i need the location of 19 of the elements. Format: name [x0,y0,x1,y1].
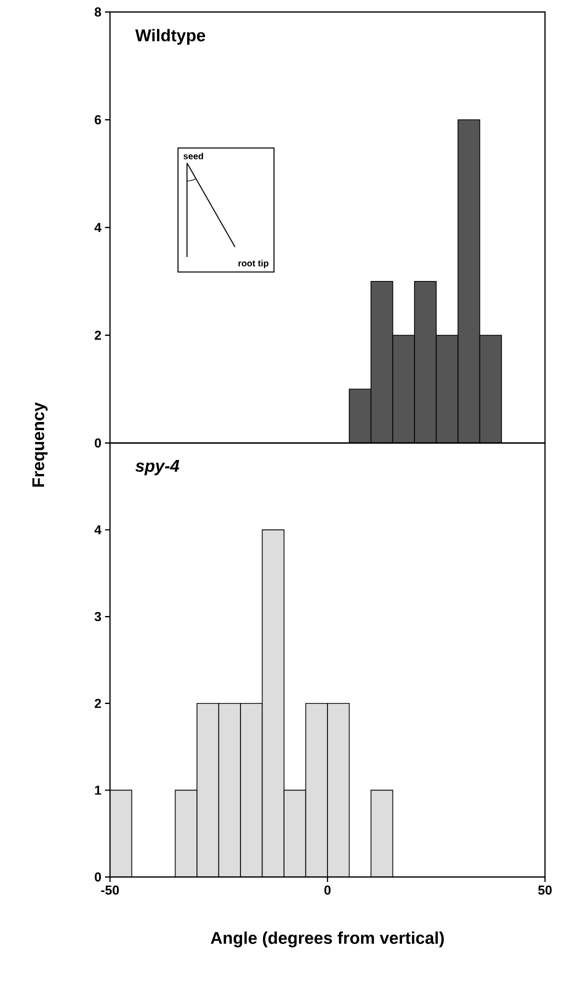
x-tick-label: -50 [101,886,119,895]
y-tick-label: 0 [94,438,101,448]
y-tick-label: 2 [94,330,101,340]
y-tick-label: 4 [94,223,102,232]
text: Wildtype [135,28,206,45]
x-tick-label: 0 [324,886,331,895]
y-axis-title: Frequency [32,402,48,487]
y-tick-label: 1 [95,786,102,795]
y-tick-label: 4 [94,525,102,534]
y-tick-label: 0 [94,872,101,882]
y-tick-label: 6 [94,115,102,124]
x-axis-title: Angle (degrees from vertical) [210,932,444,948]
y-tick-label: 3 [94,612,102,622]
annotation: root tip [238,260,268,268]
y-tick-label: 8 [94,7,102,17]
annotation: seed [184,152,204,160]
text: spy-4 [135,460,180,476]
x-tick-label: 50 [538,886,552,895]
y-tick-label: 2 [94,698,101,708]
